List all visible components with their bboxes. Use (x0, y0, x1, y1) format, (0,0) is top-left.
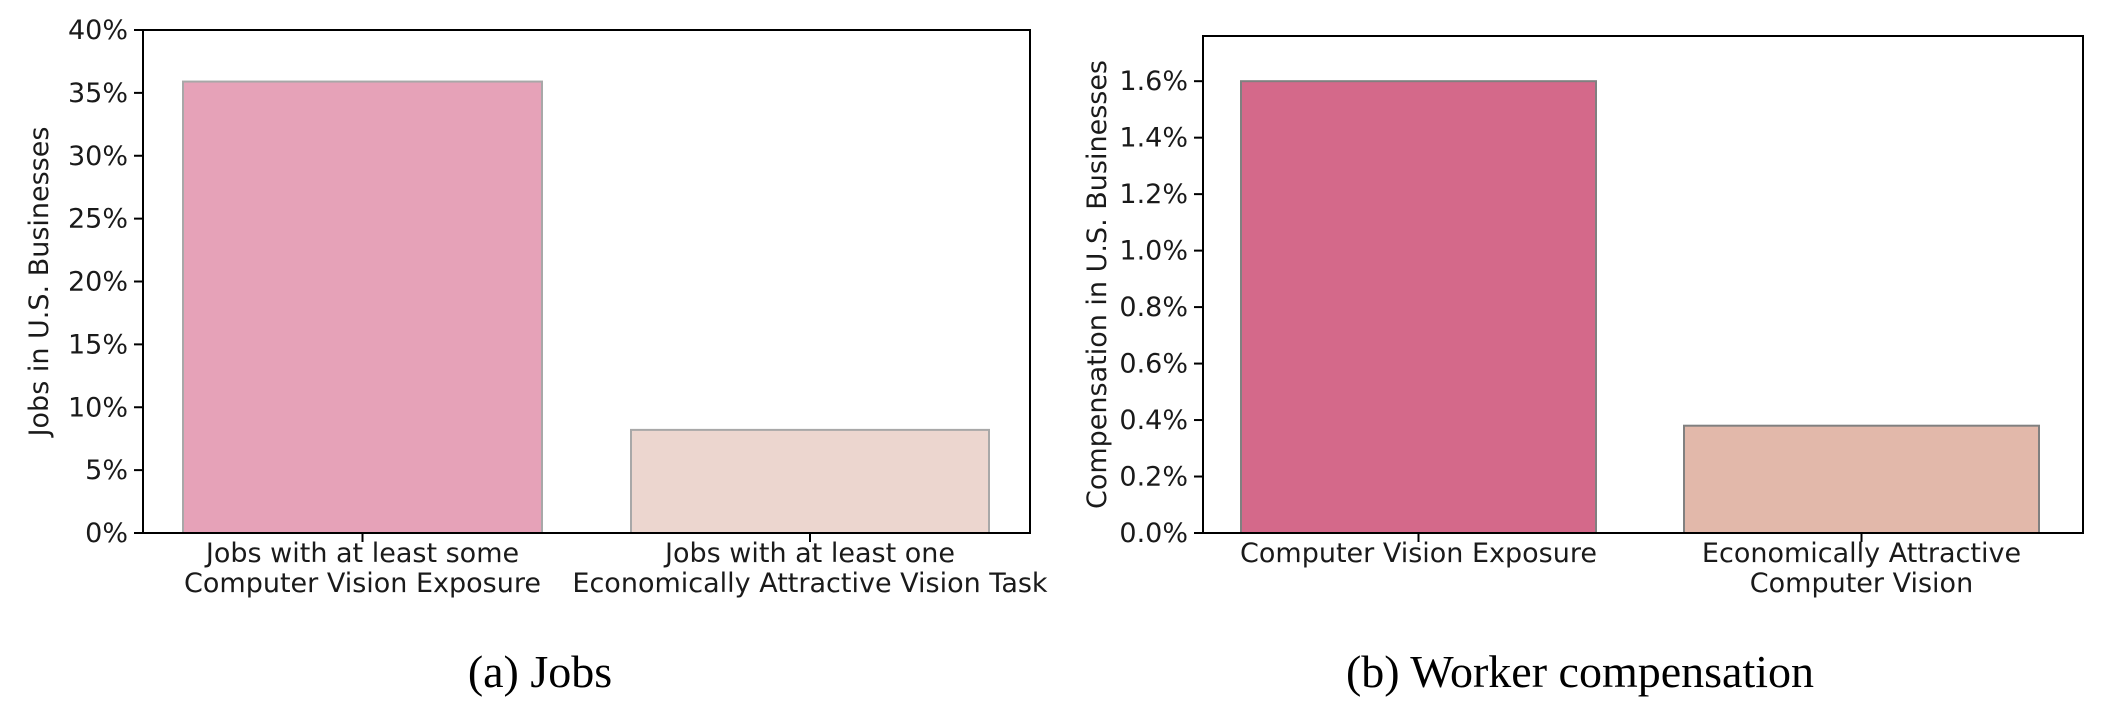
y-tick-label: 1.6% (1119, 66, 1188, 97)
x-tick-label: Jobs with at least some Computer Vision E… (184, 538, 541, 599)
x-tick-label: Computer Vision Exposure (1240, 538, 1597, 569)
y-tick-label: 15% (68, 329, 128, 360)
y-tick-label: 1.0% (1119, 236, 1188, 267)
chart-panel-jobs: 0% 5% 10% 15% 20% 25% 30% 35% 40% Jobs with at le… (24, 15, 1048, 697)
bar-2 (630, 428, 990, 535)
y-axis-label: Jobs in U.S. Businesses (24, 127, 55, 439)
y-tick-label: 0.8% (1119, 292, 1188, 323)
y-axis-label: Compensation in U.S. Businesses (1082, 60, 1113, 509)
plot-frame (1202, 35, 2084, 534)
y-tick-label: 0% (85, 518, 128, 549)
y-tick-label: 20% (68, 267, 128, 298)
y-tick-label: 0.2% (1119, 462, 1188, 493)
y-tick-label: 1.4% (1119, 123, 1188, 154)
x-tick-label: Economically Attractive Computer Vision (1702, 538, 2021, 599)
x-tick-label: Jobs with at least one Economically Attra… (572, 538, 1048, 599)
bar-2 (1683, 424, 2040, 534)
y-tick-label: 5% (85, 455, 128, 486)
y-tick-label: 40% (68, 15, 128, 46)
chart-panel-compensation: 0.0%0.2%0.4%0.6%0.8%1.0%1.2%1.4%1.6%Comp… (1082, 35, 2084, 697)
y-tick-label: 0.0% (1119, 518, 1188, 549)
panel-caption: (a) Jobs (468, 646, 612, 697)
bar-1 (182, 80, 543, 535)
y-tick-label: 30% (68, 141, 128, 172)
y-tick-label: 10% (68, 392, 128, 423)
panel-caption: (b) Worker compensation (1346, 646, 1814, 697)
y-tick-label: 0.4% (1119, 405, 1188, 436)
y-tick-label: 25% (68, 204, 128, 235)
y-tick-label: 35% (68, 78, 128, 109)
y-tick-label: 1.2% (1119, 179, 1188, 210)
bar-1 (1240, 80, 1597, 534)
y-tick-label: 0.6% (1119, 349, 1188, 380)
